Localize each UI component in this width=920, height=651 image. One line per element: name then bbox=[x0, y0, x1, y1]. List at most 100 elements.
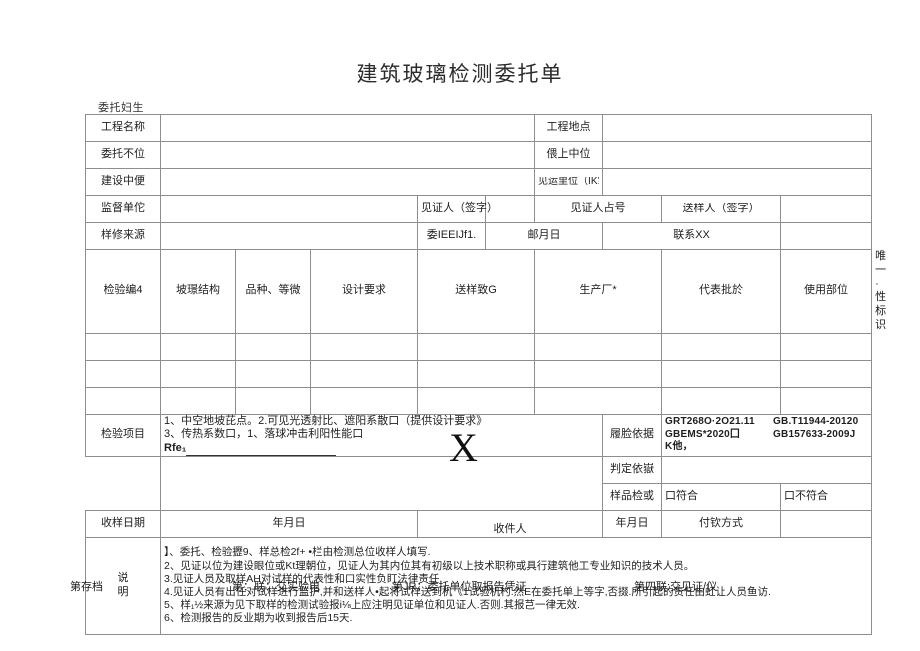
notes-content: 】、委托、检验攊9、样总检2f+ •栏由检测总位收样人填写. 2、见证以位为建设… bbox=[159, 536, 873, 635]
footer-copy-4: 第四联:交见证/仪 bbox=[634, 581, 718, 593]
row-label-project-location: 工程地点 bbox=[534, 114, 604, 142]
cell-represent-batch[interactable] bbox=[661, 386, 782, 415]
entrust-number-label: 委托妇生 bbox=[98, 102, 144, 114]
col-header-inspection-no: 检验编4 bbox=[85, 249, 161, 334]
row-label-contact-phone: 联系XX bbox=[602, 222, 782, 250]
field-sample-source[interactable] bbox=[160, 222, 418, 250]
row-label-standards: 履脸依据 bbox=[602, 413, 663, 457]
col-header-sample-qty: 送样致G bbox=[416, 249, 536, 334]
row-label-entrust-date: 委IEEIJf1. bbox=[417, 222, 486, 250]
footer-copy-2: 第：联：交实验电 bbox=[232, 581, 320, 593]
col-header-design-requirement: 设计要求 bbox=[310, 249, 418, 334]
cell-glass-structure[interactable] bbox=[160, 386, 236, 415]
field-judgement-basis[interactable] bbox=[661, 455, 873, 484]
table-row: 工程名称 工程地点 bbox=[85, 114, 873, 142]
cell-usage-position[interactable] bbox=[780, 359, 873, 388]
row-label-construction-unit: 建设中便 bbox=[85, 168, 161, 196]
cell-glass-structure[interactable] bbox=[160, 359, 236, 388]
field-client-unit[interactable] bbox=[159, 141, 536, 169]
row-label-witness-unit: 见运里位（IK掌） bbox=[534, 168, 604, 196]
row-label-sample-check: 样品检或 bbox=[602, 482, 663, 511]
footer-copy-3: 第JR：委托单位取报告凭证 bbox=[392, 581, 527, 593]
cell-sample-qty[interactable] bbox=[416, 359, 536, 388]
row-label-project-name: 工程名称 bbox=[85, 114, 161, 142]
inspection-other: Rfe₁ bbox=[164, 442, 599, 456]
cell-variety-grade[interactable] bbox=[235, 386, 311, 415]
cell-glass-structure[interactable] bbox=[160, 332, 236, 361]
table-row: 委托不位 偎上中位 bbox=[85, 141, 873, 169]
field-right-date[interactable]: 年月日 bbox=[602, 509, 663, 538]
field-entrust-date[interactable]: 邮月日 bbox=[484, 222, 604, 250]
cell-inspection-no[interactable] bbox=[85, 332, 161, 361]
cell-manufacturer[interactable] bbox=[534, 332, 663, 361]
table-row: 样修来源 委IEEIJf1. 邮月日 联系XX bbox=[85, 222, 873, 250]
inspection-line-2: 3、传热系数口，1、落球冲击利阳性能口 bbox=[164, 428, 364, 441]
field-supervision-unit[interactable] bbox=[160, 195, 418, 223]
col-header-glass-structure: 坡璟结构 bbox=[160, 249, 236, 334]
standard-row-2: GBEMS*2020囗 GB157633-2009J bbox=[665, 428, 856, 440]
row-label-sample-source: 样修来源 bbox=[85, 222, 161, 250]
commission-form-table: 工程名称 工程地点 委托不位 偎上中位 建设中便 见运里位（IK掌） 监督单佗 … bbox=[85, 114, 886, 635]
table-row bbox=[85, 386, 873, 415]
row-label-receive-date: 收样日期 bbox=[85, 509, 161, 538]
field-witness-signature[interactable] bbox=[484, 195, 536, 223]
field-witness-unit[interactable] bbox=[602, 168, 873, 196]
row-label-notes: 说 明 bbox=[85, 536, 161, 635]
inspection-line-1: 1、中空地坡芘点。2.可见光透射比、遮阳系散口（提供设计要求》 bbox=[164, 414, 488, 427]
field-project-location[interactable] bbox=[602, 114, 873, 142]
table-row: 收样日期 年月日 收件人 年月日 付钦方式 bbox=[85, 509, 873, 538]
standard-row-3: K他， bbox=[665, 441, 693, 453]
note-line-5: 5、样₁½来源为见下取样的检测试验报i⅛上应注明见证单位和见证人.否则.其报芑一… bbox=[164, 598, 580, 611]
field-project-name[interactable] bbox=[159, 114, 536, 142]
row-label-witness-signature: 见证人（签字） bbox=[417, 195, 498, 223]
cell-design-requirement[interactable] bbox=[310, 359, 418, 388]
standard-row-1: GRT268O·2O21.11 GB.T11944-20120 bbox=[665, 416, 859, 428]
note-line-6: 6、检测报告的反业期为收到报告后15天. bbox=[164, 612, 353, 624]
table-row: 判定依嶽 bbox=[86, 455, 873, 484]
checkbox-conform[interactable]: 口符合 bbox=[661, 482, 782, 511]
cell-inspection-no[interactable] bbox=[85, 386, 161, 415]
row-label-judgement-basis: 判定依嶽 bbox=[602, 455, 663, 484]
field-construction-unit[interactable] bbox=[159, 168, 536, 196]
field-payment-method[interactable] bbox=[780, 509, 873, 538]
field-contact-unit[interactable] bbox=[602, 141, 873, 169]
col-header-represent-batch: 代表批於 bbox=[661, 249, 782, 334]
table-row: 样品检或 口符合 口不符合 bbox=[86, 482, 873, 511]
row-label-supervision-unit: 监督单佗 bbox=[85, 195, 161, 223]
checkbox-nonconform[interactable]: 口不符合 bbox=[780, 482, 873, 511]
field-receive-date[interactable]: 年月日 bbox=[160, 509, 418, 538]
cell-usage-position[interactable] bbox=[780, 332, 873, 361]
field-inspection-items[interactable]: 1、中空地坡芘点。2.可见光透射比、遮阳系散口（提供设计要求》 3、传热系数口，… bbox=[159, 413, 604, 457]
footer-copies: 第存档 第：联：交实验电 第JR：委托单位取报告凭证 第四联:交见证/仪 bbox=[0, 578, 920, 596]
row-label-contact-unit: 偎上中位 bbox=[534, 141, 604, 169]
cell-manufacturer[interactable] bbox=[534, 359, 663, 388]
footer-copy-1: 第存档 bbox=[70, 581, 103, 593]
note-line-1: 】、委托、检验攊9、样总检2f+ •栏由检测总位收样人填写. bbox=[164, 546, 431, 559]
cell-sample-qty[interactable] bbox=[416, 332, 536, 361]
table-row bbox=[85, 332, 873, 361]
col-header-usage-position: 使用部位 bbox=[780, 249, 873, 334]
cell-variety-grade[interactable] bbox=[235, 359, 311, 388]
field-contact-phone[interactable] bbox=[780, 222, 873, 250]
col-header-variety-grade: 品种、等微 bbox=[235, 249, 311, 334]
col-header-manufacturer: 生产厂* bbox=[534, 249, 663, 334]
cell-design-requirement[interactable] bbox=[310, 332, 418, 361]
cell-usage-position[interactable] bbox=[780, 386, 873, 415]
cell-represent-batch[interactable] bbox=[661, 359, 782, 388]
note-line-4: 4.见证人员有出任对试样进行监护,并和送样人•起将试样送到机《1试验机杓.然E在… bbox=[164, 585, 771, 598]
table-row bbox=[85, 359, 873, 388]
field-sender-signature[interactable] bbox=[780, 195, 873, 223]
cell-variety-grade[interactable] bbox=[235, 332, 311, 361]
write-in-rule[interactable] bbox=[186, 446, 337, 456]
cell-inspection-no[interactable] bbox=[85, 359, 161, 388]
note-line-3: 3.见证人员及取样AH对试样的代表性和口实性负盯法律责任. bbox=[164, 572, 443, 585]
row-label-witness-number: 见证人占号 bbox=[534, 195, 663, 223]
table-row: 建设中便 见运里位（IK掌） bbox=[85, 168, 873, 196]
field-standards[interactable]: GRT268O·2O21.11 GB.T11944-20120 GBEMS*202… bbox=[661, 413, 873, 457]
table-header-row: 检验编4 坡璟结构 品种、等微 设计要求 送样致G 生产厂* 代表批於 使用部位… bbox=[85, 249, 886, 334]
cell-manufacturer[interactable] bbox=[534, 386, 663, 415]
cell-sample-qty[interactable] bbox=[416, 386, 536, 415]
cell-design-requirement[interactable] bbox=[310, 386, 418, 415]
cell-represent-batch[interactable] bbox=[661, 332, 782, 361]
